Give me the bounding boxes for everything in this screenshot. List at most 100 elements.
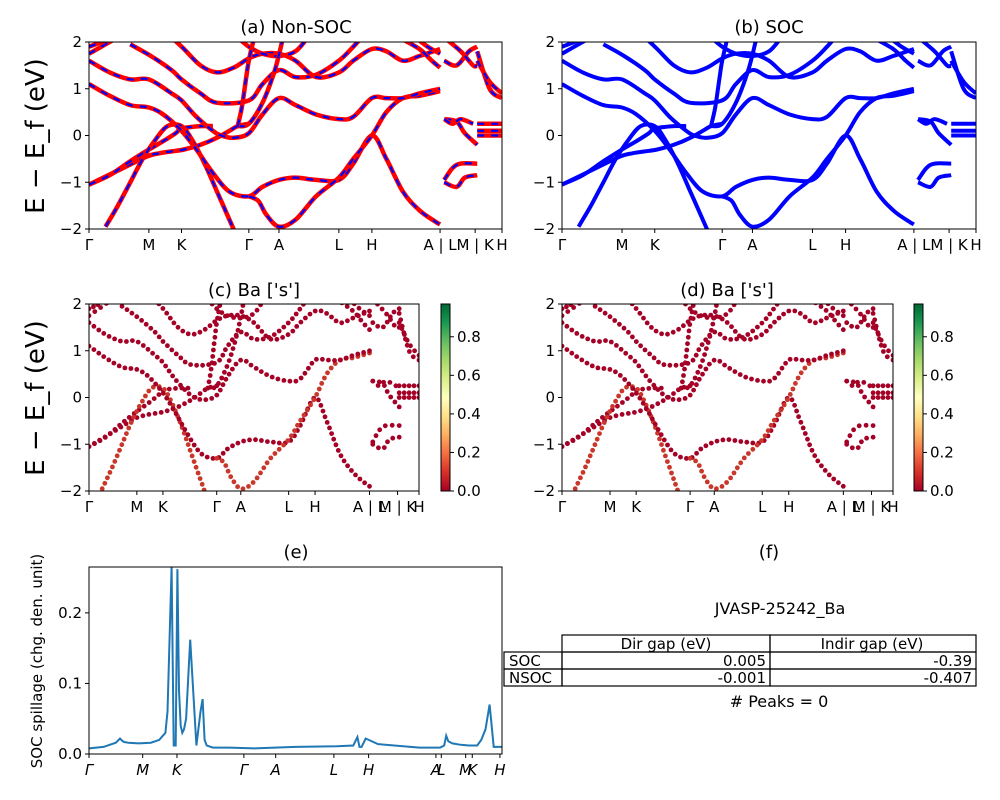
band-point xyxy=(690,357,696,363)
band-point xyxy=(613,398,618,404)
band-point xyxy=(882,343,887,349)
band-point xyxy=(253,437,258,443)
band-point xyxy=(220,450,226,456)
band-point xyxy=(640,400,646,406)
band-point xyxy=(302,370,308,376)
band-point xyxy=(685,334,691,340)
band-line xyxy=(475,50,502,101)
band-point xyxy=(220,352,226,358)
band-point xyxy=(92,309,98,314)
band-point xyxy=(223,347,228,353)
band-point xyxy=(377,427,383,433)
band-point xyxy=(306,365,311,371)
band-point xyxy=(102,480,108,486)
x-tick-label: Γ xyxy=(85,761,95,779)
band-point xyxy=(393,383,399,389)
band-point xyxy=(131,414,137,420)
band-point xyxy=(202,326,208,332)
band-point xyxy=(690,304,696,308)
y-tick-label: 2 xyxy=(545,295,555,313)
band-point xyxy=(876,332,881,337)
band-point xyxy=(875,395,881,400)
band-point xyxy=(765,428,771,433)
table-header-indir-gap: Indir gap (eV) xyxy=(821,635,924,653)
band-point xyxy=(134,314,140,320)
band-point xyxy=(714,486,719,491)
band-point xyxy=(655,401,661,407)
y-tick-label: 1 xyxy=(72,342,82,360)
band-point xyxy=(822,468,828,473)
band-point xyxy=(235,440,241,446)
band-point xyxy=(562,320,565,326)
band-point xyxy=(870,390,876,396)
band-point xyxy=(320,408,326,414)
band-point xyxy=(665,331,670,337)
band-point xyxy=(787,356,793,362)
band-point xyxy=(616,393,621,399)
band-point xyxy=(331,436,337,442)
band-point xyxy=(840,313,846,319)
band-point xyxy=(885,383,891,389)
band-point xyxy=(236,321,242,327)
band-point xyxy=(703,366,709,372)
band-point xyxy=(370,320,376,326)
band-point xyxy=(406,383,412,389)
band-point xyxy=(840,348,846,354)
band-point xyxy=(600,415,605,420)
band-point xyxy=(744,439,750,445)
band-point xyxy=(575,434,581,440)
band-point xyxy=(210,354,216,359)
band-line xyxy=(562,42,587,56)
band-point xyxy=(875,383,881,389)
band-point xyxy=(166,368,172,374)
band-line-dashed xyxy=(443,45,478,67)
band-point xyxy=(685,385,690,391)
band-point xyxy=(304,297,309,302)
band-point xyxy=(376,379,382,385)
x-tick-label: H xyxy=(309,498,320,516)
band-point xyxy=(693,458,698,464)
band-point xyxy=(808,297,813,302)
band-point xyxy=(579,334,585,339)
band-point xyxy=(285,438,291,443)
band-point xyxy=(362,322,368,328)
band-point xyxy=(225,468,231,474)
band-point xyxy=(890,395,893,400)
y-tick-label: 0 xyxy=(545,389,555,407)
band-point xyxy=(163,363,169,369)
band-point xyxy=(634,390,639,396)
band-point xyxy=(304,407,310,413)
band-point xyxy=(580,431,586,436)
band-point xyxy=(564,304,569,310)
band-point xyxy=(858,319,864,325)
band-point xyxy=(254,475,260,481)
band-point xyxy=(626,381,632,387)
band-point xyxy=(385,439,390,445)
band-point xyxy=(89,320,92,326)
y-tick-label: 0.0 xyxy=(58,745,82,763)
band-point xyxy=(880,390,886,396)
band-point xyxy=(233,361,239,367)
band-point xyxy=(745,332,751,337)
band-point xyxy=(637,310,643,316)
band-point xyxy=(590,447,595,453)
band-point xyxy=(601,420,607,425)
band-line-dashed xyxy=(405,42,441,69)
band-point xyxy=(849,383,855,388)
band-point xyxy=(625,396,630,401)
band-point xyxy=(101,331,107,336)
band-point xyxy=(396,395,402,400)
band-point xyxy=(214,322,219,327)
panel-b-frame xyxy=(561,41,977,230)
band-point xyxy=(655,387,661,392)
band-point xyxy=(322,414,328,420)
band-point xyxy=(870,311,876,316)
band-point xyxy=(401,390,407,396)
band-point xyxy=(813,304,818,306)
band-point xyxy=(199,481,205,487)
band-point xyxy=(199,451,205,457)
band-point xyxy=(870,423,876,428)
band-point xyxy=(818,318,824,324)
band-point xyxy=(781,311,786,317)
